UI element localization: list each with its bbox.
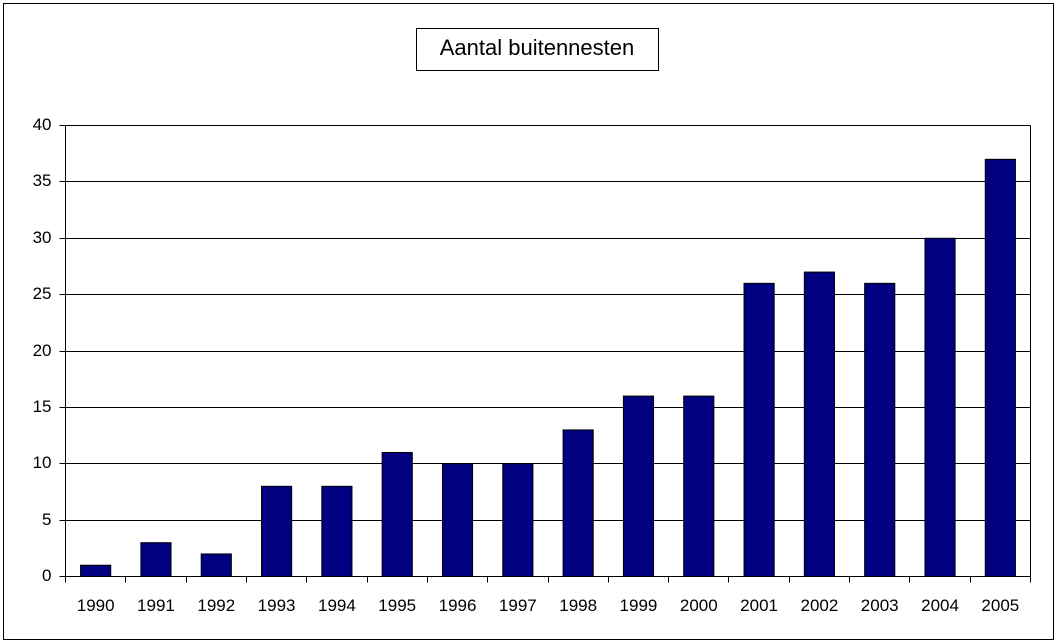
y-tick-label: 5 [42,510,51,529]
x-tick-label: 1997 [499,596,537,615]
y-tick-label: 30 [33,228,52,247]
x-tick-label: 1990 [77,596,115,615]
bar [864,282,896,577]
x-tick-label: 2005 [981,596,1019,615]
y-tick-label: 35 [33,171,52,190]
bar [803,271,835,577]
bar [502,463,534,577]
bar [321,485,353,577]
bar [140,542,172,577]
y-tick-label: 25 [33,284,52,303]
y-tick-label: 10 [33,453,52,472]
bar [441,463,474,577]
y-tick-label: 40 [33,115,52,134]
x-tick-label: 1995 [378,596,416,615]
x-tick-label: 2000 [680,596,718,615]
bar [984,158,1016,577]
x-tick-label: 2001 [740,596,778,615]
bar [562,429,594,577]
y-tick-label: 20 [33,341,52,360]
x-tick-label: 1994 [318,596,356,615]
bar [622,395,655,577]
bar [200,553,232,578]
bar [261,485,293,577]
x-tick-label: 1992 [197,596,235,615]
y-tick-label: 0 [42,566,51,585]
y-tick-label: 15 [33,397,52,416]
x-tick-label: 2003 [861,596,899,615]
x-tick-label: 2002 [800,596,838,615]
x-tick-label: 1991 [137,596,175,615]
bar [743,282,775,577]
x-tick-label: 1999 [620,596,658,615]
x-tick-label: 2004 [921,596,959,615]
title-box [416,28,659,71]
bar [683,395,715,577]
bar [80,564,112,577]
bar [381,451,413,578]
x-tick-label: 1996 [439,596,477,615]
chart-title: Aantal buitennesten [440,35,635,60]
x-tick-label: 1998 [559,596,597,615]
x-tick-label: 1993 [258,596,296,615]
bar [924,237,956,577]
